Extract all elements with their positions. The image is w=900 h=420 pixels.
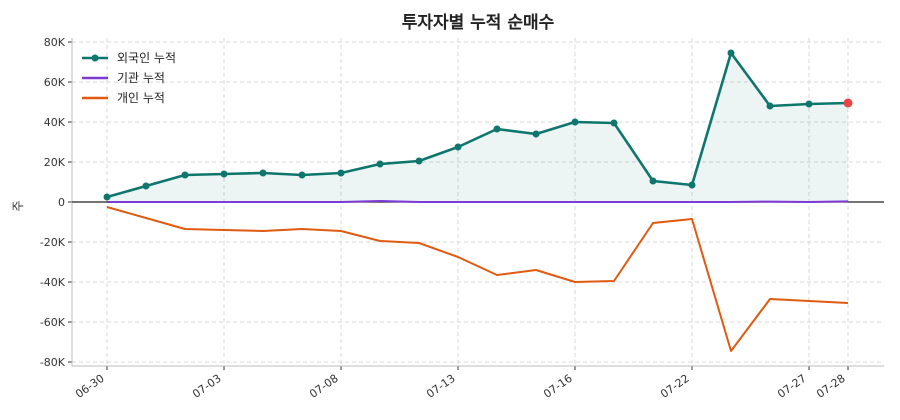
x-tick-label: 07-16	[541, 372, 575, 401]
axes	[68, 38, 884, 370]
x-tick-label: 07-22	[658, 372, 692, 401]
legend-label: 기관 누적	[117, 71, 165, 85]
data-point	[571, 118, 579, 126]
x-tick-label: 07-27	[775, 372, 809, 401]
data-point	[337, 169, 345, 177]
x-tick-label: 07-28	[814, 372, 848, 401]
data-point	[727, 49, 735, 57]
y-tick-label: 40K	[44, 116, 66, 129]
legend-label: 개인 누적	[117, 91, 165, 105]
x-tick-label: 07-03	[190, 372, 224, 401]
data-point	[298, 171, 306, 179]
chart-title: 투자자별 누적 순매수	[402, 13, 555, 33]
data-point	[220, 170, 228, 178]
y-tick-label: 20K	[44, 156, 66, 169]
y-tick-label: 80K	[44, 36, 66, 49]
data-point	[766, 102, 774, 110]
y-axis-label: 주	[11, 200, 25, 211]
y-tick-label: 60K	[44, 76, 66, 89]
legend-label: 외국인 누적	[117, 51, 176, 65]
x-tick-labels: 06-30 07-03 07-08 07-13 07-16 07-22 07-27 07-28	[73, 372, 848, 401]
series-line	[106, 51, 849, 199]
area-fill	[107, 53, 848, 202]
data-point	[142, 182, 150, 190]
y-tick-label: -60K	[40, 316, 66, 329]
series-markers	[103, 49, 853, 201]
y-tick-label: -20K	[40, 236, 66, 249]
data-point	[688, 181, 696, 189]
data-point	[103, 193, 111, 201]
x-tick-label: 06-30	[73, 372, 107, 401]
legend-marker	[91, 54, 99, 62]
y-tick-labels: -80K -60K -40K -20K 0 20K 40K 60K 80K	[40, 36, 66, 369]
x-tick-label: 07-13	[424, 372, 458, 401]
last-data-point	[843, 98, 853, 108]
data-point	[532, 130, 540, 138]
area-fills	[107, 53, 848, 202]
data-point	[610, 119, 618, 127]
x-tick-label: 07-08	[307, 372, 341, 401]
series-line	[106, 206, 849, 352]
y-tick-label: 0	[58, 196, 65, 209]
data-point	[376, 160, 384, 168]
y-tick-label: -80K	[40, 356, 66, 369]
data-point	[493, 125, 501, 133]
data-point	[454, 143, 462, 151]
data-point	[649, 177, 657, 185]
data-point	[805, 100, 813, 108]
series-lines	[106, 51, 849, 352]
y-tick-label: -40K	[40, 276, 66, 289]
data-point	[415, 157, 423, 165]
series-line	[107, 200, 849, 203]
data-point	[181, 171, 189, 179]
data-point	[259, 169, 267, 177]
